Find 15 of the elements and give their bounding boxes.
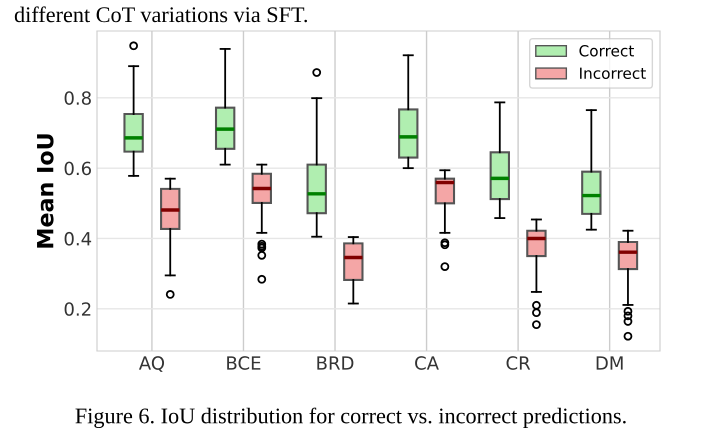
x-tick-label: AQ [138, 356, 164, 372]
y-tick-label: 0.2 [64, 302, 90, 316]
x-tick-label: CR [506, 356, 530, 370]
y-axis-title: Mean IoU [37, 134, 54, 248]
y-tick-label: 0.6 [64, 162, 92, 176]
text: different CoT variations via SFT. [14, 6, 308, 22]
y-tick-label: 0.8 [64, 91, 91, 105]
legend-label: Incorrect [580, 68, 646, 79]
y-tick-label: 0.4 [64, 232, 92, 246]
legend-label: Correct [579, 45, 634, 57]
x-tick-label: BCE [227, 356, 260, 370]
x-tick-label: DM [596, 356, 623, 370]
x-tick-label: CA [415, 356, 439, 370]
caption: Figure 6. IoU distribution for correct vs. incorrect predictions. [75, 408, 626, 428]
x-tick-label: BRD [317, 356, 354, 370]
